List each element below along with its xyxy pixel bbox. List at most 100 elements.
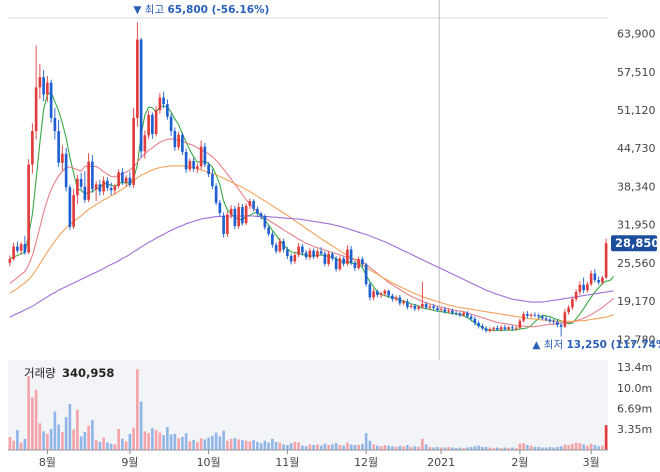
candle-body xyxy=(346,249,349,264)
volume-bar xyxy=(19,442,23,450)
ma-line-20 xyxy=(9,138,614,328)
candle xyxy=(211,168,214,190)
candle-body xyxy=(76,178,79,196)
candle-body xyxy=(177,134,180,148)
candle-body xyxy=(484,328,488,331)
volume-bar xyxy=(248,441,252,450)
current-price-label: 28,850 xyxy=(615,236,659,250)
volume-bar xyxy=(552,447,555,450)
candle xyxy=(593,269,597,283)
volume-bar xyxy=(53,411,57,450)
candle-body xyxy=(563,312,567,327)
volume-bar xyxy=(308,444,312,450)
candle xyxy=(319,247,323,256)
candle xyxy=(484,326,488,333)
candle-body xyxy=(522,314,525,321)
volume-bar xyxy=(124,441,128,450)
candle-body xyxy=(499,327,503,330)
volume-bar xyxy=(162,435,165,450)
volume-bar xyxy=(544,447,548,450)
volume-bar xyxy=(79,436,83,450)
candle-body xyxy=(154,110,158,135)
volume-bar xyxy=(364,433,368,450)
candle-body xyxy=(334,258,338,270)
candle xyxy=(503,324,507,331)
candle-body xyxy=(203,146,207,165)
candle-body xyxy=(454,312,458,314)
candle xyxy=(19,242,23,255)
candle-body xyxy=(248,201,252,206)
candle-body xyxy=(368,284,372,298)
volume-bar xyxy=(304,446,308,450)
candle-body xyxy=(357,259,360,269)
candle-body xyxy=(601,277,604,283)
volume-bar xyxy=(256,441,259,450)
low-annotation: ▲ 최저 13,250 (117.74%) xyxy=(532,339,660,351)
volume-bar xyxy=(357,445,360,450)
ma-line-120 xyxy=(9,215,614,318)
candle xyxy=(76,174,79,205)
candle-body xyxy=(529,314,533,316)
volume-bar xyxy=(229,438,233,450)
candle xyxy=(139,37,143,158)
volume-bar xyxy=(109,443,113,450)
volume-bar xyxy=(387,445,390,450)
candle-body xyxy=(166,104,169,117)
candle xyxy=(267,224,270,237)
candle-body xyxy=(477,323,480,327)
volume-bar xyxy=(312,445,315,450)
volume-bar xyxy=(548,446,552,450)
candle-body xyxy=(158,97,162,111)
candle xyxy=(488,327,492,333)
volume-bar xyxy=(372,444,375,450)
candle-body xyxy=(451,310,454,313)
volume-bar xyxy=(496,447,499,450)
volume-bar xyxy=(589,443,593,450)
volume-tick-label: 6.69m xyxy=(617,402,652,415)
candle xyxy=(537,313,540,319)
volume-bar xyxy=(368,440,372,450)
candle xyxy=(87,153,90,203)
candle-body xyxy=(496,327,499,330)
volume-bar xyxy=(316,444,319,450)
candle xyxy=(98,180,102,196)
volume-bar xyxy=(286,445,289,450)
volume-bar xyxy=(173,433,177,450)
volume-tick-label: 13.4m xyxy=(617,361,652,374)
candle-body xyxy=(113,186,117,191)
volume-bar xyxy=(447,446,450,450)
time-tick-label: 2021 xyxy=(427,456,455,469)
candle xyxy=(177,131,180,151)
volume-bar xyxy=(514,448,518,450)
candle xyxy=(349,245,353,266)
candle-body xyxy=(91,161,94,190)
candle-body xyxy=(233,208,237,227)
volume-tick-label: 10.0m xyxy=(617,382,652,395)
volume-panel xyxy=(8,360,608,450)
volume-bar xyxy=(271,438,274,450)
volume-bar xyxy=(477,445,480,450)
candle-body xyxy=(79,178,83,187)
volume-bar xyxy=(117,428,120,450)
candle xyxy=(357,256,360,270)
candle xyxy=(481,323,484,331)
volume-bar xyxy=(106,442,109,450)
candle-body xyxy=(312,250,315,257)
candle xyxy=(248,198,252,209)
time-tick-label: 3월 xyxy=(583,456,600,469)
price-tick-label: 19,170 xyxy=(617,295,656,308)
volume-bar xyxy=(424,444,428,450)
candle xyxy=(413,303,417,312)
volume-bar xyxy=(289,443,293,450)
volume-bar xyxy=(98,441,102,450)
candle-body xyxy=(226,214,229,234)
current-price-badge: 28,850 xyxy=(611,235,659,252)
candle-body xyxy=(432,306,435,309)
volume-bar xyxy=(571,443,574,450)
candle xyxy=(214,183,218,206)
candle xyxy=(346,245,349,266)
candle xyxy=(53,107,57,140)
candle xyxy=(477,320,480,329)
candle xyxy=(27,159,30,255)
